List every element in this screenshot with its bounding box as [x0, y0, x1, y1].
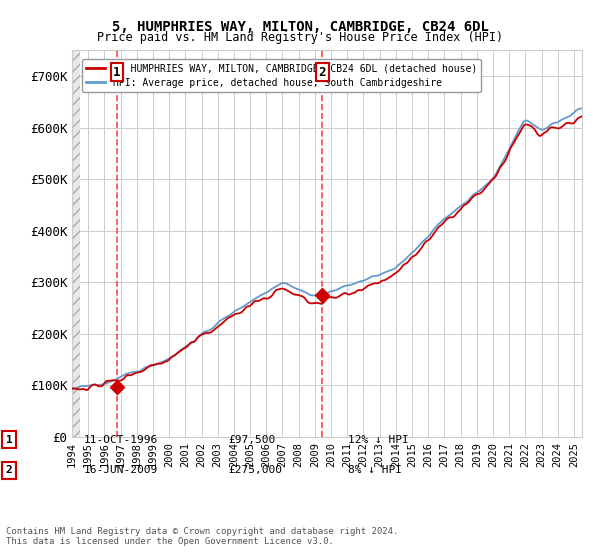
Text: 1: 1 [5, 435, 13, 445]
Text: 5, HUMPHRIES WAY, MILTON, CAMBRIDGE, CB24 6DL: 5, HUMPHRIES WAY, MILTON, CAMBRIDGE, CB2… [112, 20, 488, 34]
Text: 16-JUN-2009: 16-JUN-2009 [84, 465, 158, 475]
Text: 2: 2 [5, 465, 13, 475]
Text: Contains HM Land Registry data © Crown copyright and database right 2024.
This d: Contains HM Land Registry data © Crown c… [6, 526, 398, 546]
Legend: 5, HUMPHRIES WAY, MILTON, CAMBRIDGE, CB24 6DL (detached house), HPI: Average pri: 5, HUMPHRIES WAY, MILTON, CAMBRIDGE, CB2… [82, 59, 481, 92]
Text: Price paid vs. HM Land Registry's House Price Index (HPI): Price paid vs. HM Land Registry's House … [97, 31, 503, 44]
Text: £97,500: £97,500 [228, 435, 275, 445]
Bar [72, 50, 80, 437]
Text: 11-OCT-1996: 11-OCT-1996 [84, 435, 158, 445]
Text: 12% ↓ HPI: 12% ↓ HPI [348, 435, 409, 445]
Text: £275,000: £275,000 [228, 465, 282, 475]
Text: 2: 2 [319, 66, 326, 79]
Text: 1: 1 [113, 66, 121, 79]
Text: 8% ↓ HPI: 8% ↓ HPI [348, 465, 402, 475]
